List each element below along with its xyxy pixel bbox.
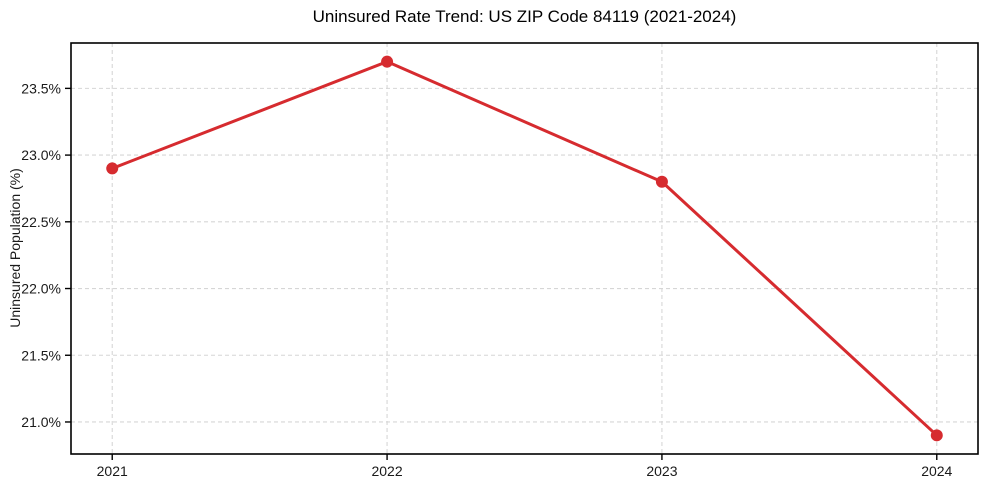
x-tick-label: 2023 (646, 463, 677, 479)
trend-line (110, 60, 939, 437)
x-tick-label: 2022 (371, 463, 402, 479)
data-point-marker (655, 175, 668, 188)
y-tick-label: 21.5% (21, 347, 61, 363)
y-tick-label: 22.0% (21, 281, 61, 297)
chart-title: Uninsured Rate Trend: US ZIP Code 84119 … (312, 7, 737, 26)
x-tick-label: 2024 (921, 463, 952, 479)
plot-border (70, 42, 979, 455)
data-point-marker (106, 162, 119, 175)
y-tick-label: 21.0% (21, 414, 61, 430)
y-tick-label: 23.0% (21, 147, 61, 163)
y-tick-label: 23.5% (21, 80, 61, 96)
data-point-marker (930, 429, 943, 442)
x-tick-label: 2021 (97, 463, 128, 479)
data-point-marker (381, 55, 394, 68)
y-tick-label: 22.5% (21, 214, 61, 230)
